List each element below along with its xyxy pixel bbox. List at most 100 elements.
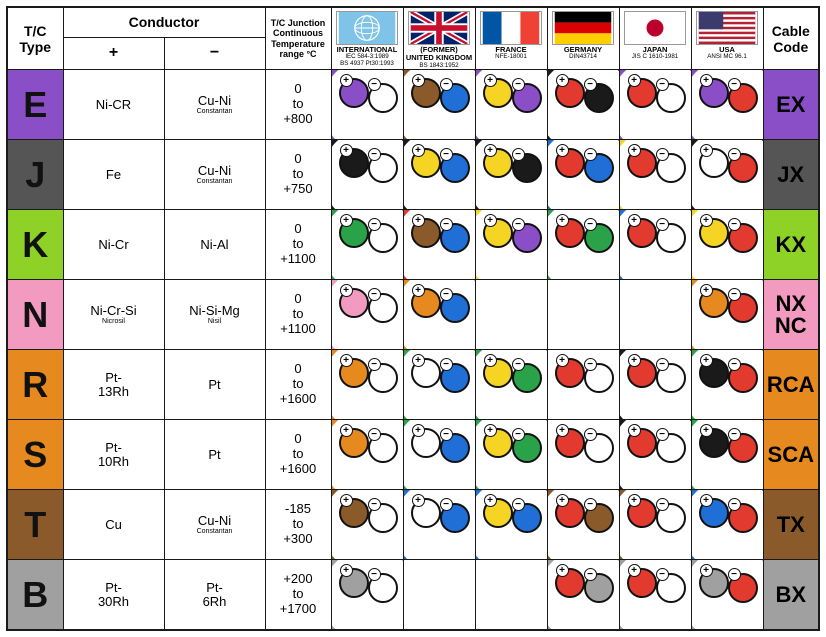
cable-K-usa: +− — [691, 210, 763, 280]
cable-icon: +− — [548, 210, 619, 279]
conductor-plus: Cu — [63, 490, 164, 560]
cable-J-intl: +− — [331, 140, 403, 210]
cable-icon: +− — [620, 560, 691, 629]
header-intl: INTERNATIONALIEC 584-3:1989BS 4937 Pt30:… — [331, 7, 403, 70]
cable-T-france: +− — [475, 490, 547, 560]
table-row: ENi-CRCu-NiConstantan0to+800+−+−+−+−+−+−… — [7, 70, 819, 140]
cable-icon: +− — [476, 70, 547, 139]
table-row: NNi-Cr-SiNicrosilNi-Si-MgNisil0to+1100+−… — [7, 280, 819, 350]
cable-B-france — [475, 560, 547, 630]
table-row: SPt-10RhPt0to+1600+−+−+−+−+−+−SCA — [7, 420, 819, 490]
cable-R-japan: +− — [619, 350, 691, 420]
cable-K-intl: +− — [331, 210, 403, 280]
conductor-minus: Cu-NiConstantan — [164, 490, 265, 560]
cable-N-intl: +− — [331, 280, 403, 350]
cable-N-usa: +− — [691, 280, 763, 350]
conductor-plus: Pt-13Rh — [63, 350, 164, 420]
header-france: FRANCENFE-18001 — [475, 7, 547, 70]
japan-flag-icon — [624, 11, 686, 45]
cable-icon: +− — [404, 210, 475, 279]
conductor-minus: Pt — [164, 420, 265, 490]
cable-icon: +− — [548, 490, 619, 559]
header-temperature: T/C Junction Continuous Temperature rang… — [265, 7, 331, 70]
cable-S-intl: +− — [331, 420, 403, 490]
cable-icon: +− — [620, 490, 691, 559]
cable-K-france: +− — [475, 210, 547, 280]
uk-flag-icon — [408, 11, 470, 45]
cable-icon: +− — [404, 140, 475, 209]
temp-B: +200to+1700 — [265, 560, 331, 630]
header-code: CableCode — [763, 7, 819, 70]
cable-icon: +− — [332, 70, 403, 139]
header-uk: (FORMER)UNITED KINGDOMBS 1843:1952 — [403, 7, 475, 70]
cable-J-germany: +− — [547, 140, 619, 210]
code-BX: BX — [763, 560, 819, 630]
header-germany: GERMANYDIN43714 — [547, 7, 619, 70]
cable-icon: +− — [548, 350, 619, 419]
chart-body: ENi-CRCu-NiConstantan0to+800+−+−+−+−+−+−… — [7, 70, 819, 630]
thermocouple-color-chart: T/CType Conductor T/C Junction Continuou… — [6, 6, 820, 631]
cable-icon: +− — [476, 350, 547, 419]
header-usa: USAANSI MC 96.1 — [691, 7, 763, 70]
cable-J-france: +− — [475, 140, 547, 210]
usa-flag-icon — [696, 11, 758, 45]
temp-K: 0to+1100 — [265, 210, 331, 280]
type-T: T — [7, 490, 63, 560]
cable-icon: +− — [476, 140, 547, 209]
cable-B-germany: +− — [547, 560, 619, 630]
germany-flag-icon — [552, 11, 614, 45]
conductor-plus: Ni-Cr-SiNicrosil — [63, 280, 164, 350]
cable-icon: +− — [692, 280, 763, 349]
cable-icon: +− — [476, 210, 547, 279]
cable-E-france: +− — [475, 70, 547, 140]
cable-R-uk: +− — [403, 350, 475, 420]
cable-B-uk — [403, 560, 475, 630]
type-N: N — [7, 280, 63, 350]
cable-icon: +− — [620, 140, 691, 209]
temp-R: 0to+1600 — [265, 350, 331, 420]
conductor-minus: Ni-Si-MgNisil — [164, 280, 265, 350]
conductor-plus: Pt-30Rh — [63, 560, 164, 630]
header-plus: + — [63, 37, 164, 70]
cable-icon: +− — [332, 420, 403, 489]
type-K: K — [7, 210, 63, 280]
type-R: R — [7, 350, 63, 420]
conductor-minus: Pt — [164, 350, 265, 420]
cable-icon: +− — [692, 560, 763, 629]
cable-icon: +− — [404, 70, 475, 139]
conductor-plus: Ni-Cr — [63, 210, 164, 280]
cable-icon: +− — [404, 420, 475, 489]
cable-icon: +− — [332, 210, 403, 279]
cable-R-usa: +− — [691, 350, 763, 420]
cable-S-usa: +− — [691, 420, 763, 490]
cable-icon: +− — [332, 140, 403, 209]
cable-T-usa: +− — [691, 490, 763, 560]
cable-E-intl: +− — [331, 70, 403, 140]
cable-B-intl: +− — [331, 560, 403, 630]
cable-J-japan: +− — [619, 140, 691, 210]
cable-N-japan — [619, 280, 691, 350]
conductor-minus: Cu-NiConstantan — [164, 140, 265, 210]
temp-S: 0to+1600 — [265, 420, 331, 490]
cable-K-germany: +− — [547, 210, 619, 280]
header-minus: − — [164, 37, 265, 70]
cable-T-japan: +− — [619, 490, 691, 560]
cable-S-france: +− — [475, 420, 547, 490]
code-KX: KX — [763, 210, 819, 280]
conductor-plus: Ni-CR — [63, 70, 164, 140]
cable-icon: +− — [332, 560, 403, 629]
cable-icon: +− — [692, 70, 763, 139]
cable-J-uk: +− — [403, 140, 475, 210]
cable-T-germany: +− — [547, 490, 619, 560]
globe-icon — [336, 11, 398, 45]
code-JX: JX — [763, 140, 819, 210]
temp-N: 0to+1100 — [265, 280, 331, 350]
cable-B-japan: +− — [619, 560, 691, 630]
conductor-minus: Ni-Al — [164, 210, 265, 280]
cable-icon: +− — [620, 70, 691, 139]
cable-N-france — [475, 280, 547, 350]
cable-E-germany: +− — [547, 70, 619, 140]
chart-header: T/CType Conductor T/C Junction Continuou… — [7, 7, 819, 70]
table-row: BPt-30RhPt-6Rh+200to+1700+−+−+−+−BX — [7, 560, 819, 630]
temp-J: 0to+750 — [265, 140, 331, 210]
